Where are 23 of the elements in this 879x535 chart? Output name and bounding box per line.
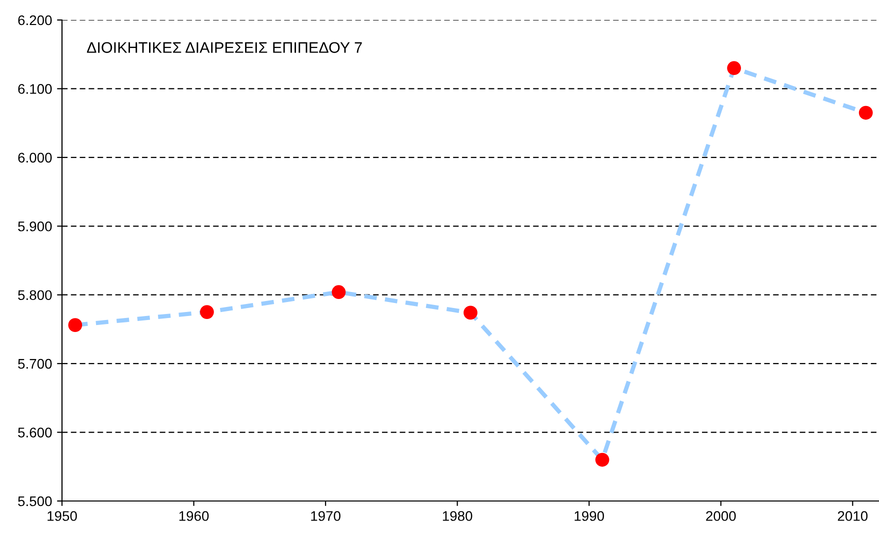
x-tick-label: 1950 bbox=[48, 511, 77, 521]
text: ΔΙΟΙΚΗΤΙΚΕΣ ΔΙΑΙΡΕΣΕΙΣ ΕΠΙΠΕΔΟΥ 7 bbox=[86, 42, 362, 53]
point bbox=[595, 452, 610, 467]
x-tick-label: 1990 bbox=[574, 511, 604, 521]
y-tick-label: 5.500 bbox=[18, 496, 52, 506]
y-tick-label: 5.800 bbox=[18, 290, 52, 300]
y-tick-label: 5.700 bbox=[18, 358, 52, 369]
x-tick-label: 2000 bbox=[706, 511, 736, 521]
point bbox=[727, 61, 741, 76]
x-tick-label: 1960 bbox=[179, 511, 209, 521]
x-tick-label: 1980 bbox=[442, 511, 472, 521]
point bbox=[332, 285, 346, 300]
y-tick-label: 6.100 bbox=[18, 84, 52, 94]
x-tick-label: 1970 bbox=[311, 511, 340, 521]
y-tick-label: 5.900 bbox=[18, 221, 52, 232]
y-tick-label: 6.200 bbox=[18, 15, 52, 26]
point bbox=[68, 318, 82, 332]
point bbox=[200, 305, 214, 319]
y-tick-label: 5.600 bbox=[18, 428, 52, 438]
y-tick-label: 6.000 bbox=[18, 152, 52, 163]
x-tick-label: 2010 bbox=[838, 511, 868, 521]
point bbox=[464, 306, 478, 320]
point bbox=[858, 106, 873, 120]
